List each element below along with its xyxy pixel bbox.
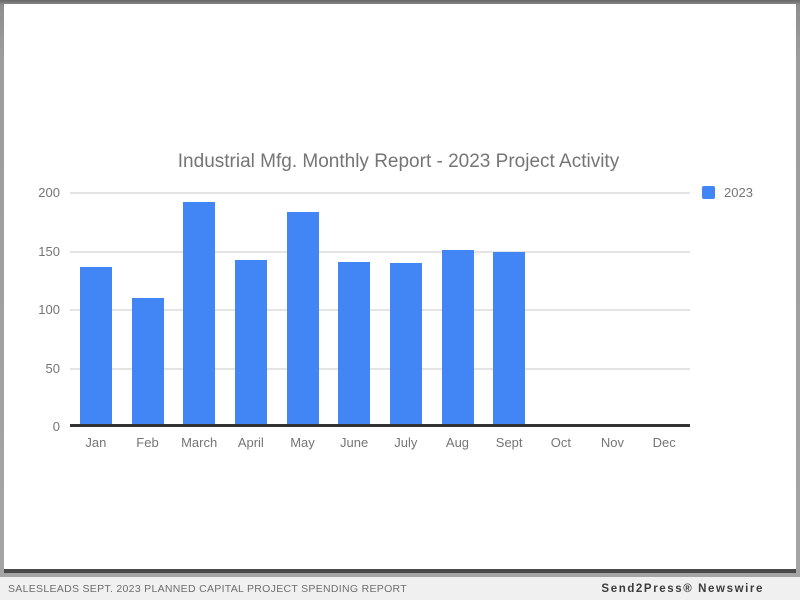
bar-june (338, 262, 371, 427)
caption-bar: SALESLEADS SEPT. 2023 PLANNED CAPITAL PR… (0, 577, 800, 600)
gridline-100 (70, 309, 690, 311)
x-axis: Jan Feb March April May June July Aug Sept Oct Nov… (70, 435, 690, 455)
x-tick-label: Nov (600, 435, 625, 450)
bar-jan (79, 266, 112, 427)
chart-legend: 2023 (702, 185, 753, 200)
x-tick-label: April (237, 435, 264, 450)
chart-canvas: Industrial Mfg. Monthly Report - 2023 Pr… (4, 4, 796, 573)
legend-label: 2023 (724, 185, 753, 200)
y-tick-label: 200 (38, 185, 60, 200)
caption-text: SALESLEADS SEPT. 2023 PLANNED CAPITAL PR… (8, 582, 407, 595)
bar-may (286, 211, 319, 427)
chart-title: Industrial Mfg. Monthly Report - 2023 Pr… (177, 151, 620, 172)
y-axis: 0 50 100 150 200 (22, 185, 60, 434)
bar-july (389, 263, 422, 427)
bar-aug (441, 250, 474, 427)
bar-sept (493, 251, 526, 427)
x-tick-label: Dec (652, 435, 676, 450)
gridline-50 (70, 367, 690, 370)
y-tick-label: 100 (38, 302, 60, 317)
x-tick-label: Feb (136, 435, 159, 450)
x-tick-label: Oct (550, 435, 571, 450)
gridline-200 (70, 192, 690, 194)
y-tick-label: 50 (45, 360, 60, 376)
bar-march (183, 202, 216, 427)
x-tick-label: July (394, 435, 418, 450)
plot-area (70, 192, 690, 427)
bar-chart: Industrial Mfg. Monthly Report - 2023 Pr… (22, 133, 775, 473)
gridline-150 (70, 250, 690, 253)
bar-feb (131, 298, 164, 427)
legend-swatch-icon (702, 186, 715, 199)
x-axis-baseline (70, 424, 690, 427)
x-tick-label: Aug (445, 435, 470, 450)
newswire-credit: Send2Press® Newswire (601, 582, 764, 595)
bar-april (234, 259, 267, 427)
y-tick-label: 0 (52, 419, 60, 434)
x-tick-label: June (340, 435, 369, 450)
y-tick-label: 150 (38, 243, 60, 259)
x-tick-label: Sept (495, 435, 523, 450)
x-tick-label: Jan (85, 435, 107, 450)
x-tick-label: May (290, 435, 315, 450)
x-tick-label: March (181, 435, 218, 450)
